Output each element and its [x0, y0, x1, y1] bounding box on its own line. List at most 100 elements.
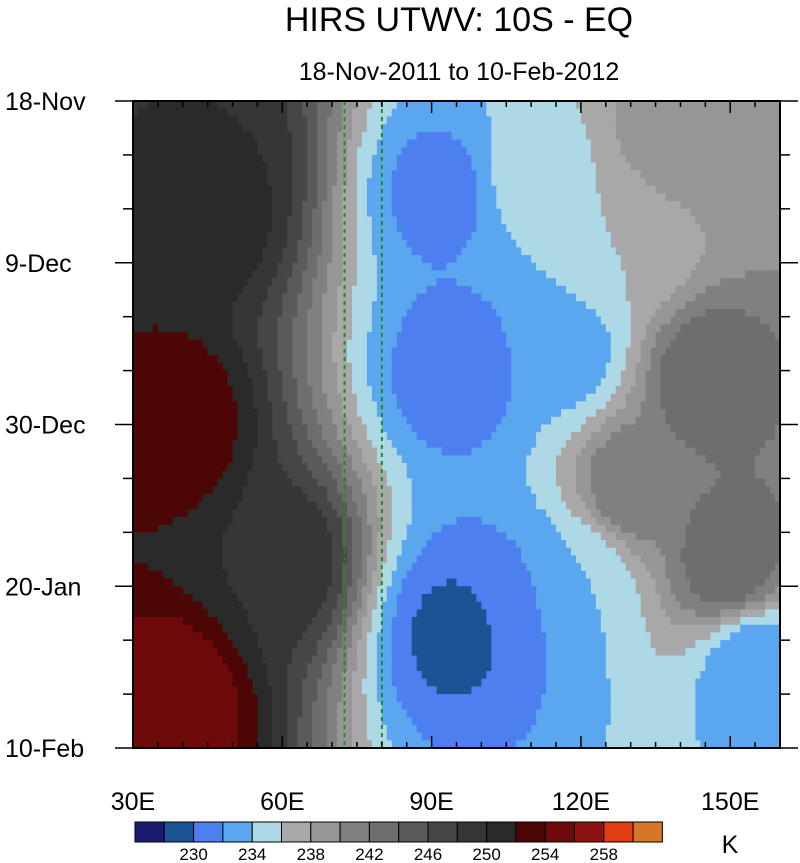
- field-cell: [551, 101, 557, 110]
- field-cell: [466, 324, 473, 333]
- field-cell: [396, 108, 403, 117]
- field-cell: [740, 255, 746, 264]
- field-cell: [212, 270, 219, 279]
- field-cell: [575, 324, 582, 333]
- field-cell: [750, 332, 756, 341]
- field-cell: [491, 316, 497, 325]
- field-cell: [322, 332, 328, 341]
- field-cell: [625, 108, 632, 117]
- field-cell: [556, 308, 562, 318]
- field-cell: [262, 393, 268, 402]
- field-cell: [625, 301, 632, 310]
- field-cell: [755, 293, 761, 302]
- field-cell: [147, 324, 154, 333]
- field-cell: [386, 185, 393, 195]
- field-cell: [556, 262, 562, 272]
- field-cell: [600, 139, 607, 148]
- field-cell: [585, 293, 592, 302]
- field-cell: [297, 154, 303, 164]
- field-cell: [770, 124, 776, 133]
- field-cell: [317, 378, 323, 387]
- field-cell: [695, 154, 701, 164]
- field-cell: [242, 378, 249, 387]
- field-cell: [561, 355, 567, 364]
- field-cell: [212, 201, 219, 210]
- field-cell: [282, 316, 288, 325]
- field-cell: [247, 178, 254, 187]
- field-cell: [610, 255, 617, 264]
- field-cell: [366, 255, 373, 264]
- field-cell: [650, 278, 657, 287]
- field-cell: [327, 347, 333, 356]
- field-cell: [496, 139, 502, 148]
- field-cell: [680, 355, 687, 364]
- field-cell: [292, 108, 298, 117]
- field-cell: [197, 154, 204, 164]
- field-cell: [585, 278, 592, 287]
- field-cell: [317, 278, 323, 287]
- field-cell: [715, 378, 721, 387]
- field-cell: [172, 393, 179, 402]
- field-cell: [570, 362, 577, 372]
- field-cell: [396, 370, 403, 379]
- field-cell: [620, 101, 627, 110]
- field-cell: [635, 247, 642, 256]
- field-cell: [162, 347, 169, 356]
- field-cell: [630, 193, 637, 202]
- field-cell: [347, 201, 353, 210]
- field-cell: [172, 378, 179, 387]
- field-cell: [242, 162, 249, 171]
- field-cell: [376, 147, 383, 156]
- field-cell: [187, 239, 194, 248]
- field-cell: [227, 393, 234, 402]
- field-cell: [187, 370, 194, 379]
- field-cell: [411, 293, 418, 302]
- field-cell: [655, 193, 662, 202]
- field-cell: [202, 154, 209, 164]
- field-cell: [680, 178, 687, 187]
- field-cell: [342, 216, 348, 225]
- field-cell: [297, 101, 303, 110]
- field-cell: [695, 124, 701, 133]
- field-cell: [486, 131, 492, 141]
- field-cell: [615, 362, 622, 372]
- field-cell: [595, 208, 602, 218]
- field-cell: [481, 316, 487, 325]
- field-cell: [222, 185, 229, 195]
- field-cell: [237, 108, 244, 117]
- field-cell: [386, 362, 393, 372]
- field-cell: [511, 231, 517, 241]
- field-cell: [526, 108, 532, 117]
- field-cell: [381, 301, 388, 310]
- field-cell: [436, 247, 443, 256]
- field-cell: [337, 216, 343, 225]
- field-cell: [371, 301, 378, 310]
- field-cell: [630, 385, 637, 395]
- field-cell: [710, 316, 716, 325]
- field-cell: [312, 332, 318, 341]
- field-cell: [745, 154, 751, 164]
- field-cell: [565, 308, 572, 318]
- field-cell: [446, 278, 453, 287]
- field-cell: [137, 185, 144, 195]
- field-cell: [441, 131, 448, 141]
- field-cell: [157, 170, 164, 179]
- field-cell: [546, 147, 552, 156]
- field-cell: [262, 339, 268, 349]
- field-cell: [327, 247, 333, 256]
- field-cell: [690, 154, 696, 164]
- field-cell: [202, 178, 209, 187]
- field-cell: [302, 370, 308, 379]
- field-cell: [376, 170, 383, 179]
- field-cell: [750, 262, 756, 272]
- field-cell: [496, 370, 502, 379]
- field-cell: [546, 355, 552, 364]
- field-cell: [700, 162, 706, 171]
- field-cell: [137, 116, 144, 125]
- field-cell: [282, 362, 288, 372]
- field-cell: [267, 193, 273, 202]
- field-cell: [406, 170, 413, 179]
- field-cell: [302, 308, 308, 318]
- field-cell: [272, 278, 278, 287]
- field-cell: [376, 124, 383, 133]
